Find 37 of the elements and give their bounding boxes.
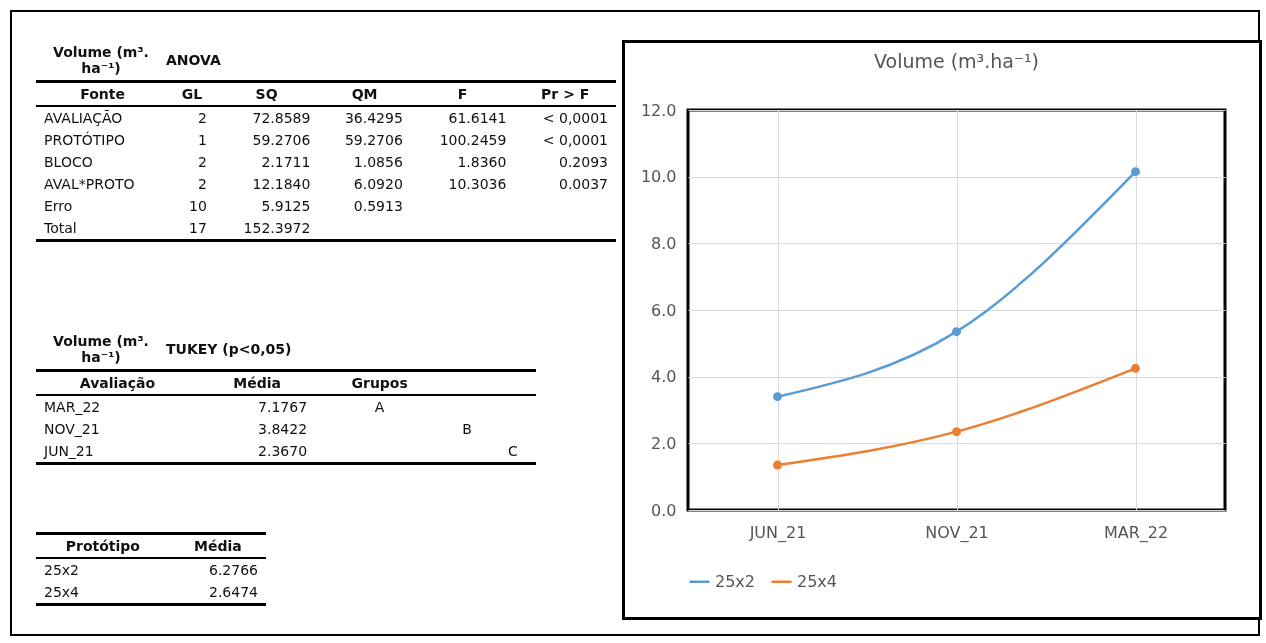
text: Fonte GL SQ QM F Pr > F bbox=[80, 86, 590, 102]
text: Erro 10 5.9125 0.5913 bbox=[44, 198, 403, 214]
y-tick-label: 0.0 bbox=[651, 500, 677, 520]
text: BLOCO 2 2.1711 1.0856 1.8360 0.2093 bbox=[44, 154, 608, 170]
text: AVALIAÇÃO 2 72.8589 36.4295 61.6141 < 0,0001 bbox=[44, 110, 608, 126]
y-tick-label: 4.0 bbox=[651, 367, 677, 387]
text: PROTÓTIPO 1 59.2706 59.2706 100.2459 < 0,0001 bbox=[44, 132, 608, 148]
text: Volume (m³. ha⁻¹) bbox=[52, 333, 150, 365]
point bbox=[773, 460, 782, 470]
text: MAR_22 7.1767 A bbox=[44, 399, 385, 415]
text: Avaliação Média Grupos bbox=[79, 375, 408, 391]
text: JUN_21 2.3670 C bbox=[44, 443, 518, 459]
y-tick-label: 6.0 bbox=[651, 300, 677, 320]
text: Protótipo Média bbox=[65, 538, 242, 554]
y-tick-label: 2.0 bbox=[651, 433, 677, 453]
text: NOV_21 3.8422 B bbox=[44, 421, 472, 437]
text: 25x2 6.2766 bbox=[44, 562, 258, 578]
text: AVAL*PROTO 2 12.1840 6.0920 10.3036 0.0037 bbox=[44, 176, 608, 192]
x-tick-label: NOV_21 bbox=[925, 522, 989, 543]
point bbox=[773, 392, 782, 402]
legend-label: 25x4 bbox=[797, 571, 838, 591]
x-tick-label: MAR_22 bbox=[1103, 522, 1169, 543]
text: ANOVA bbox=[166, 52, 221, 68]
chart-title: Volume (m³.ha⁻¹) bbox=[873, 50, 1040, 72]
point bbox=[1131, 167, 1140, 177]
text: 25x4 2.6474 bbox=[44, 584, 258, 600]
text: Volume (m³. ha⁻¹) bbox=[52, 44, 150, 76]
y-tick-label: 8.0 bbox=[651, 233, 677, 253]
point bbox=[952, 327, 961, 337]
point bbox=[952, 427, 961, 437]
text: TUKEY (p<0,05) bbox=[166, 341, 292, 357]
y-tick-label: 10.0 bbox=[640, 167, 677, 187]
point bbox=[1131, 363, 1140, 373]
legend-label: 25x2 bbox=[715, 571, 756, 591]
x-tick-label: JUN_21 bbox=[748, 522, 807, 543]
text: Total 17 152.3972 bbox=[44, 220, 311, 236]
y-tick-label: 12.0 bbox=[640, 100, 677, 120]
